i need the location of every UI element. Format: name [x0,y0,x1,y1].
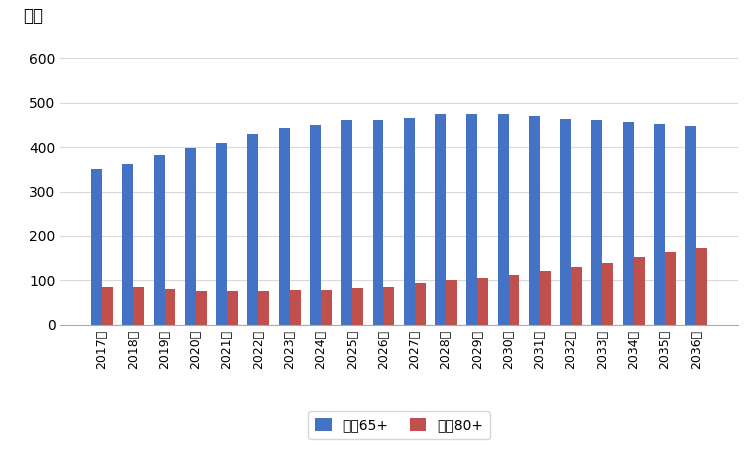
Bar [185,148,196,325]
Bar [415,283,425,325]
Bar [165,289,175,325]
Bar [571,267,582,325]
Bar [341,120,352,325]
Bar [248,134,258,325]
Bar [540,272,550,325]
Bar [279,128,290,325]
Bar [665,253,676,325]
Bar [133,287,145,325]
Bar [498,114,508,325]
Bar [560,119,571,325]
Bar [435,114,446,325]
Bar [196,290,207,325]
Bar [258,290,270,325]
Bar [697,249,707,325]
Bar [321,290,332,325]
Bar [508,275,520,325]
Bar [373,120,383,325]
Bar [310,125,321,325]
Bar [122,164,133,325]
Bar [383,287,395,325]
Bar [290,290,300,325]
Bar [102,287,113,325]
Bar [216,143,227,325]
Bar [404,118,415,325]
Bar [154,155,165,325]
Bar [685,126,697,325]
Bar [602,262,613,325]
Bar [91,169,102,325]
Bar [529,116,540,325]
Bar [477,278,488,325]
Legend: 常住65+, 常住80+: 常住65+, 常住80+ [308,411,490,439]
Bar [654,124,665,325]
Bar [227,290,238,325]
Bar [591,120,602,325]
Bar [352,288,363,325]
Bar [446,281,457,325]
Bar [466,114,477,325]
Bar [623,122,633,325]
Bar [633,257,645,325]
Text: 万人: 万人 [23,6,43,24]
